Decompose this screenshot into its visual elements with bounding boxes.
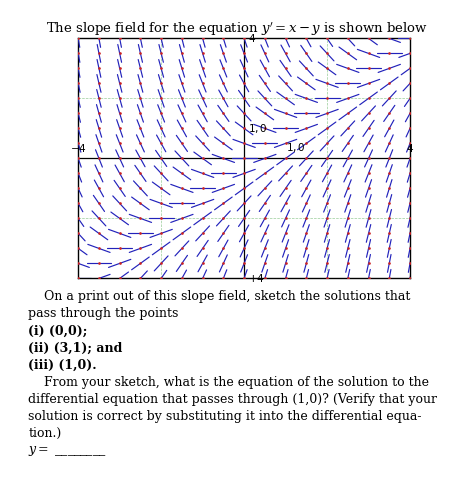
Text: From your sketch, what is the equation of the solution to the: From your sketch, what is the equation o…: [28, 375, 429, 389]
Text: On a print out of this slope field, sketch the solutions that: On a print out of this slope field, sket…: [28, 290, 411, 303]
Text: $4$: $4$: [248, 33, 256, 45]
Text: $4$: $4$: [406, 142, 414, 154]
Text: $1,0$: $1,0$: [248, 122, 268, 135]
Text: (iii) (1,0).: (iii) (1,0).: [28, 359, 97, 372]
Text: The slope field for the equation $y' = x - y$ is shown below: The slope field for the equation $y' = x…: [46, 20, 428, 37]
Text: (i) (0,0);: (i) (0,0);: [28, 324, 88, 337]
Text: $1,0$: $1,0$: [285, 141, 305, 154]
Text: pass through the points: pass through the points: [28, 307, 179, 321]
Text: $y = $ ________: $y = $ ________: [28, 444, 107, 458]
Text: $+4$: $+4$: [248, 273, 265, 284]
Text: (ii) (3,1); and: (ii) (3,1); and: [28, 342, 123, 355]
Text: $-4$: $-4$: [70, 142, 87, 154]
Text: differential equation that passes through (1,0)? (Verify that your: differential equation that passes throug…: [28, 393, 438, 406]
Text: tion.): tion.): [28, 427, 62, 440]
Text: solution is correct by substituting it into the differential equa-: solution is correct by substituting it i…: [28, 409, 422, 423]
